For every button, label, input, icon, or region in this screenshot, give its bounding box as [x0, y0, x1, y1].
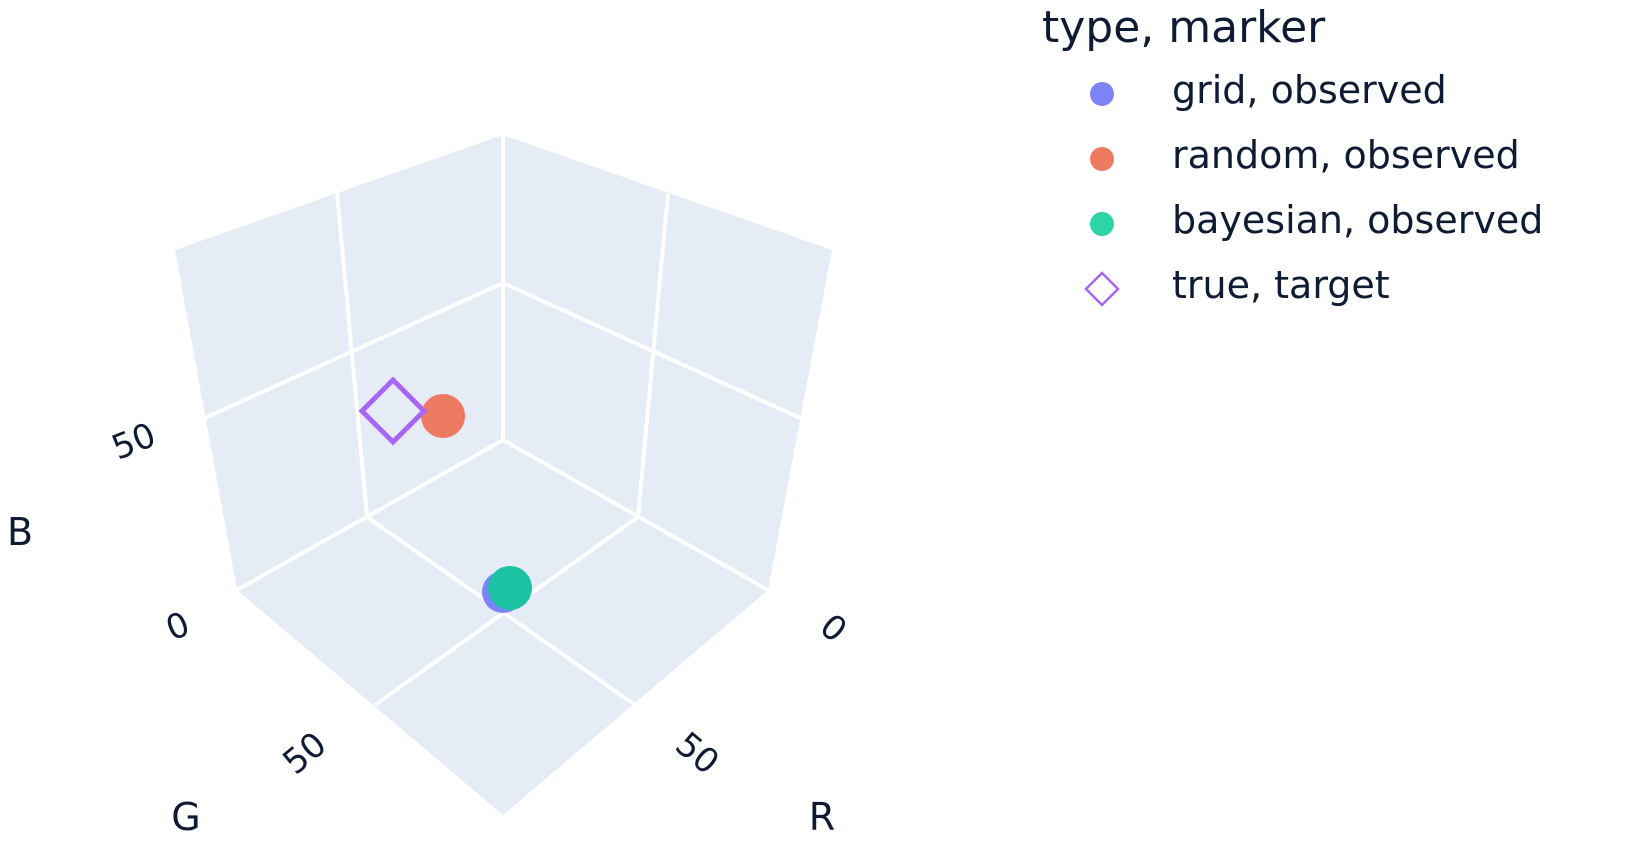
floor-plane	[237, 440, 768, 815]
bayesian-observed-point[interactable]	[488, 566, 532, 610]
random-observed-point[interactable]	[421, 394, 465, 438]
x-tick-50: 50	[668, 724, 727, 782]
legend-label: random, observed	[1172, 133, 1520, 177]
diamond-open-marker-icon	[1084, 271, 1120, 307]
legend-label: true, target	[1172, 263, 1390, 307]
x-axis-title: R	[809, 795, 835, 839]
x-tick-0: 0	[812, 606, 854, 651]
back-right-wall	[503, 135, 832, 590]
circle-marker-icon	[1090, 147, 1114, 171]
legend-label: bayesian, observed	[1172, 198, 1544, 242]
true-target-point[interactable]	[358, 376, 428, 446]
z-tick-50: 50	[106, 415, 161, 468]
circle-marker-icon	[1090, 212, 1114, 236]
legend-title: type, marker	[1042, 2, 1326, 53]
z-tick-0: 0	[160, 604, 195, 649]
back-left-wall	[175, 135, 503, 590]
3d-scene[interactable]: 50 0 50 0 50 B G R	[0, 0, 1030, 868]
z-axis-title: B	[7, 510, 33, 554]
y-axis-title: G	[171, 795, 200, 839]
circle-marker-icon	[1090, 82, 1114, 106]
y-tick-50: 50	[276, 724, 335, 782]
legend-label: grid, observed	[1172, 68, 1447, 112]
